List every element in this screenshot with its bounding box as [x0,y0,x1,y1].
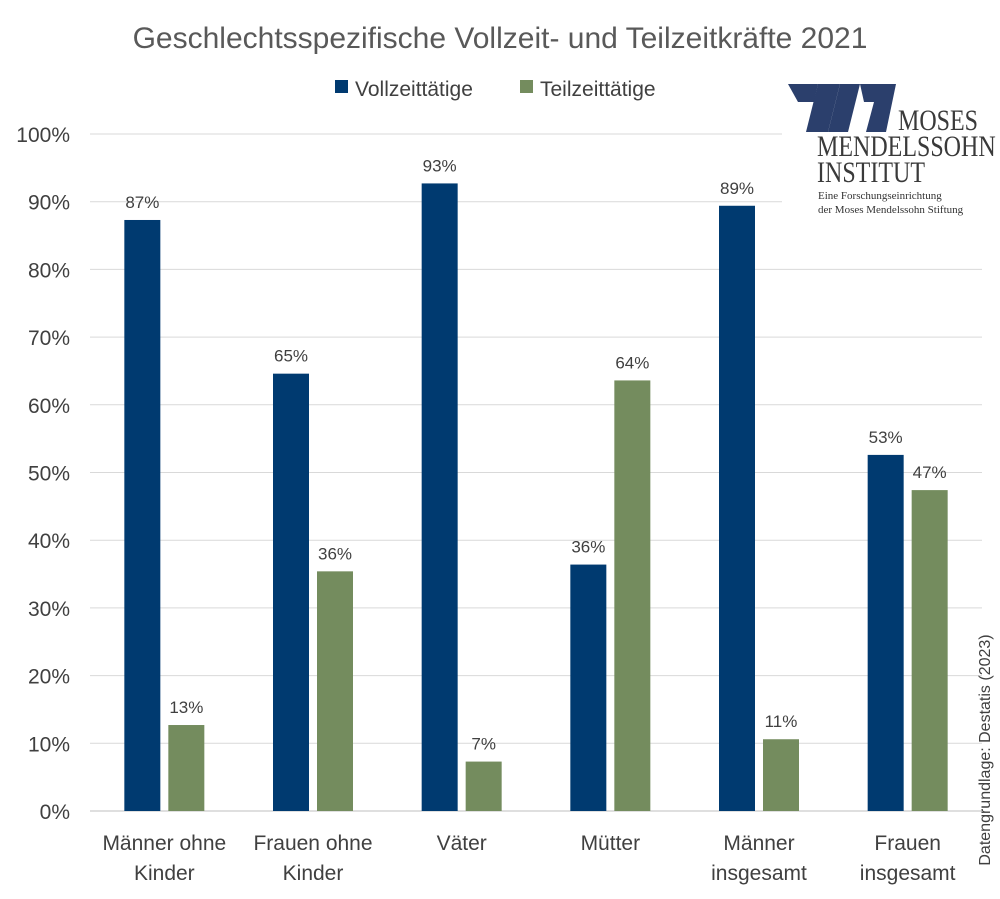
x-tick-label: insgesamt [860,862,956,885]
x-tick-label: Kinder [283,862,344,885]
data-label: 11% [765,712,798,731]
data-label: 87% [125,193,159,212]
y-tick-label: 60% [28,395,70,418]
data-label: 36% [571,538,605,557]
bar-teilzeit [317,571,353,811]
logo-subtitle-2: der Moses Mendelssohn Stiftung [818,204,964,216]
legend-swatch [335,80,348,93]
logo-line-1: MOSES [898,104,979,137]
x-tick-label: Kinder [134,862,195,885]
logo-line-2: MENDELSSOHN [817,130,996,163]
logo: MOSES MENDELSSOHN INSTITUT Eine Forschun… [782,80,998,222]
y-tick-label: 30% [28,598,70,621]
logo-subtitle-1: Eine Forschungseinrichtung [818,190,942,202]
y-tick-label: 10% [28,733,70,756]
bar-teilzeit [763,739,799,811]
data-label: 93% [423,156,457,175]
y-tick-label: 50% [28,463,70,486]
x-tick-label: Frauen [874,832,941,855]
bar-vollzeit [124,219,161,811]
bar-vollzeit [867,454,904,811]
data-label: 65% [274,347,308,366]
x-tick-label: Väter [437,832,487,855]
bar-teilzeit [614,380,651,811]
y-tick-label: 80% [28,259,70,282]
y-tick-label: 40% [28,530,70,553]
bar-teilzeit [911,490,948,811]
x-tick-label: insgesamt [711,862,807,885]
x-tick-label: Männer ohne [102,832,226,855]
data-label: 47% [913,463,947,482]
bar-teilzeit [465,761,502,811]
bar-teilzeit [168,725,205,811]
y-tick-label: 70% [28,327,70,350]
y-tick-label: 0% [40,801,70,824]
data-label: 36% [318,544,352,563]
y-tick-label: 20% [28,666,70,689]
bar-vollzeit [570,564,607,811]
data-label: 13% [169,698,203,717]
y-tick-label: 100% [16,124,70,147]
bar-vollzeit [273,373,309,811]
x-tick-label: Frauen ohne [253,832,372,855]
legend-swatch [520,80,533,93]
data-label: 64% [615,353,649,372]
x-tick-label: Mütter [581,832,641,855]
x-tick-label: Männer [723,832,794,855]
legend-label: Vollzeittätige [355,78,473,101]
bar-vollzeit [421,183,458,811]
y-tick-label: 90% [28,192,70,215]
data-label: 53% [869,428,903,447]
logo-line-3: INSTITUT [817,156,925,189]
logo-mark-icon [788,84,896,132]
data-label: 89% [720,179,754,198]
data-label: 7% [471,735,496,754]
chart-title: Geschlechtsspezifische Vollzeit- und Tei… [133,22,868,55]
bar-vollzeit [719,205,755,812]
legend-label: Teilzeittätige [540,78,656,101]
source-note: Datengrundlage: Destatis (2023) [977,634,994,865]
